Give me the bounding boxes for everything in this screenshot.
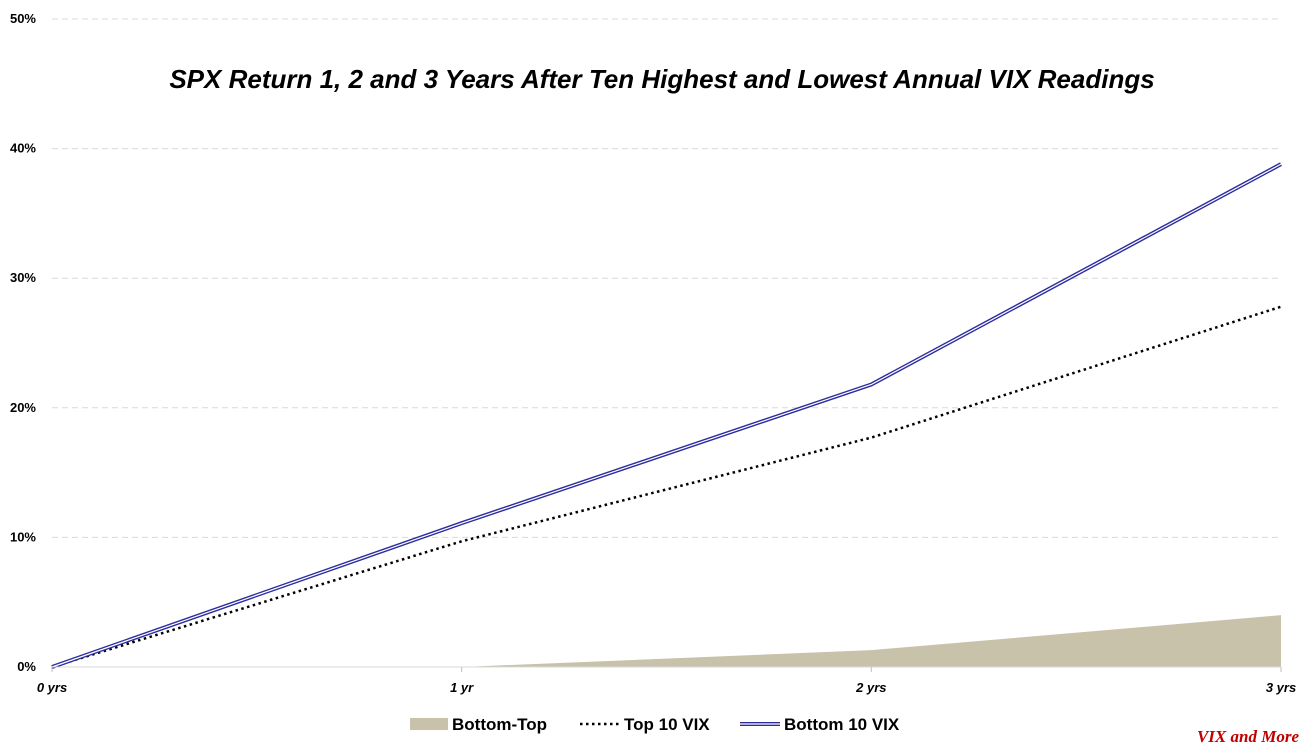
x-tick-label: 1 yr — [450, 680, 474, 695]
y-tick-label: 50% — [10, 11, 36, 26]
series-area-bottom-top — [461, 615, 1282, 667]
x-tick-label: 0 yrs — [37, 680, 67, 695]
watermark-text: VIX and More — [1197, 727, 1299, 746]
y-tick-label: 10% — [10, 529, 36, 544]
series-line-top-10-vix — [51, 305, 1282, 669]
x-tick-label: 3 yrs — [1266, 680, 1296, 695]
legend-swatch-bottom-top — [410, 718, 448, 730]
chart-title: SPX Return 1, 2 and 3 Years After Ten Hi… — [169, 64, 1154, 94]
x-tick-label: 2 yrs — [855, 680, 886, 695]
y-tick-label: 30% — [10, 270, 36, 285]
axis-layer: 0% 10% 20% 30% 40% 50% 0 yrs 1 yr 2 yrs 3 yrs — [10, 11, 1296, 695]
legend-label-bottom-top: Bottom-Top — [452, 715, 547, 734]
legend-label-bottom-10-vix: Bottom 10 VIX — [784, 715, 900, 734]
line-layer — [51, 162, 1282, 669]
y-tick-label: 0% — [17, 659, 36, 674]
grid-layer — [52, 18, 1281, 538]
legend-label-top-10-vix: Top 10 VIX — [624, 715, 710, 734]
legend: Bottom-Top Top 10 VIX Bottom 10 VIX — [410, 715, 900, 734]
area-layer — [461, 615, 1282, 667]
series-line-bottom-10-vix — [51, 162, 1282, 669]
y-tick-label: 40% — [10, 141, 36, 156]
series-line-bottom-10-vix-inner — [51, 163, 1282, 668]
y-tick-label: 20% — [10, 400, 36, 415]
